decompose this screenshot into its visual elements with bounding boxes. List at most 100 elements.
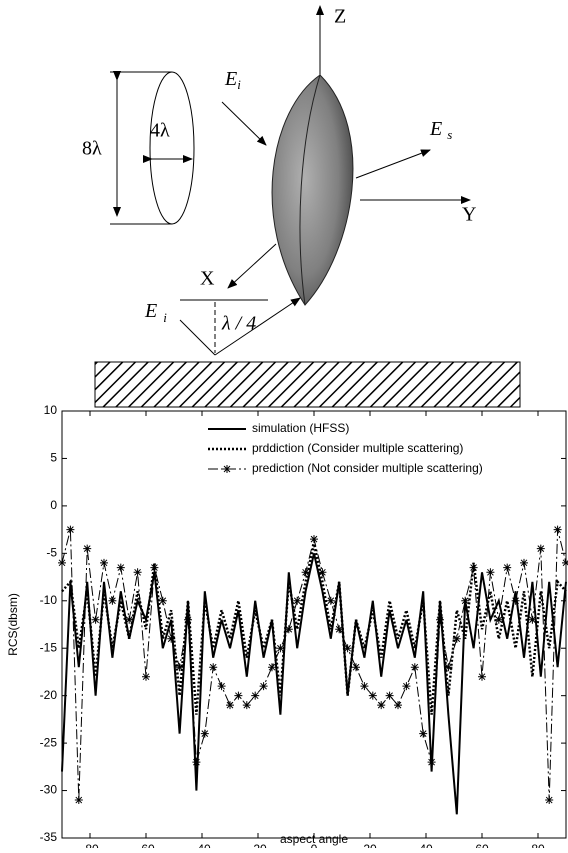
star-marker [209,663,217,671]
figure: Z Y X 8λ 4λ Ei Es Ei λ / 4 -35 -30 -25 -20 -… [0,0,568,848]
y-tick-label: 5 [50,451,57,465]
star-marker [293,597,301,605]
y-tick-label: -35 [40,830,58,844]
subscript: i [237,77,241,92]
star-marker [419,730,427,738]
star-marker [436,616,444,624]
cylinder-ellipse [150,72,194,224]
star-marker [554,526,562,534]
star-marker [58,559,66,567]
x-tick-label: 40 [419,842,433,848]
star-marker [251,692,259,700]
star-marker [411,663,419,671]
star-marker [134,568,142,576]
star-marker [167,635,175,643]
star-marker [201,730,209,738]
x-tick-label: 80 [531,842,545,848]
star-marker [537,545,545,553]
y-tick-label: -30 [40,783,58,797]
x-tick-label: -20 [249,842,267,848]
star-marker [75,796,83,804]
incident-ray [180,320,215,355]
spheroid [272,75,353,305]
star-marker [386,692,394,700]
x-tick-label: -80 [81,842,99,848]
symbol: E [144,300,157,322]
star-marker [100,559,108,567]
star-marker [150,564,158,572]
scattered-label: Es [429,118,452,142]
star-marker [243,701,251,709]
subscript: i [163,310,167,325]
y-tick-label: -25 [40,735,58,749]
star-marker [192,758,200,766]
star-marker [478,673,486,681]
star-marker [142,673,150,681]
x-arrow [228,244,276,288]
spacing-label: λ / 4 [221,313,256,335]
height-label: 8λ [82,138,102,160]
star-marker [234,692,242,700]
star-marker [470,564,478,572]
star-marker [176,663,184,671]
ground-plane [95,362,520,407]
x-tick-label: 20 [363,842,377,848]
x-label: X [200,268,215,290]
star-marker [66,526,74,534]
scattered-arrow [356,150,430,178]
legend-label: prediction (Not consider multiple scatte… [252,461,483,475]
star-marker [117,564,125,572]
x-tick-label: -40 [193,842,211,848]
star-marker [495,616,503,624]
y-axis-label: RCS(dbsm) [6,593,20,656]
y-tick-label: -10 [40,593,58,607]
symbol: E [429,118,442,140]
star-marker [360,682,368,690]
star-marker [428,758,436,766]
star-marker [184,616,192,624]
star-marker [512,597,520,605]
star-marker [520,559,528,567]
legend-marker [223,465,231,473]
legend-label: prddiction (Consider multiple scattering… [252,441,463,455]
y-tick-label: -5 [46,546,57,560]
z-label: Z [334,6,346,28]
star-marker [503,564,511,572]
star-marker [352,663,360,671]
star-marker [377,701,385,709]
star-marker [486,568,494,576]
x-tick-label: 60 [475,842,489,848]
y-tick-label: 0 [50,498,57,512]
x-tick-label: -60 [137,842,155,848]
star-marker [260,682,268,690]
star-marker [335,625,343,633]
star-marker [159,597,167,605]
star-marker [327,597,335,605]
star-marker [444,663,452,671]
star-marker [402,682,410,690]
legend-label: simulation (HFSS) [252,421,349,435]
star-marker [83,545,91,553]
star-marker [545,796,553,804]
star-marker [268,663,276,671]
y-label: Y [462,204,476,226]
star-marker [302,568,310,576]
incident-arrow [222,102,266,145]
star-marker [394,701,402,709]
incident-label: Ei [224,68,241,92]
star-marker [285,625,293,633]
star-marker [369,692,377,700]
width-label: 4λ [150,120,170,142]
star-marker [125,616,133,624]
symbol: E [224,68,237,90]
star-marker [528,616,536,624]
x-axis-label: aspect angle [280,832,348,846]
star-marker [92,616,100,624]
y-tick-label: -15 [40,640,58,654]
star-marker [218,682,226,690]
star-marker [344,644,352,652]
star-marker [108,597,116,605]
chart: -35-30-25-20-15-10-50510-80-60-40-200204… [6,403,568,848]
